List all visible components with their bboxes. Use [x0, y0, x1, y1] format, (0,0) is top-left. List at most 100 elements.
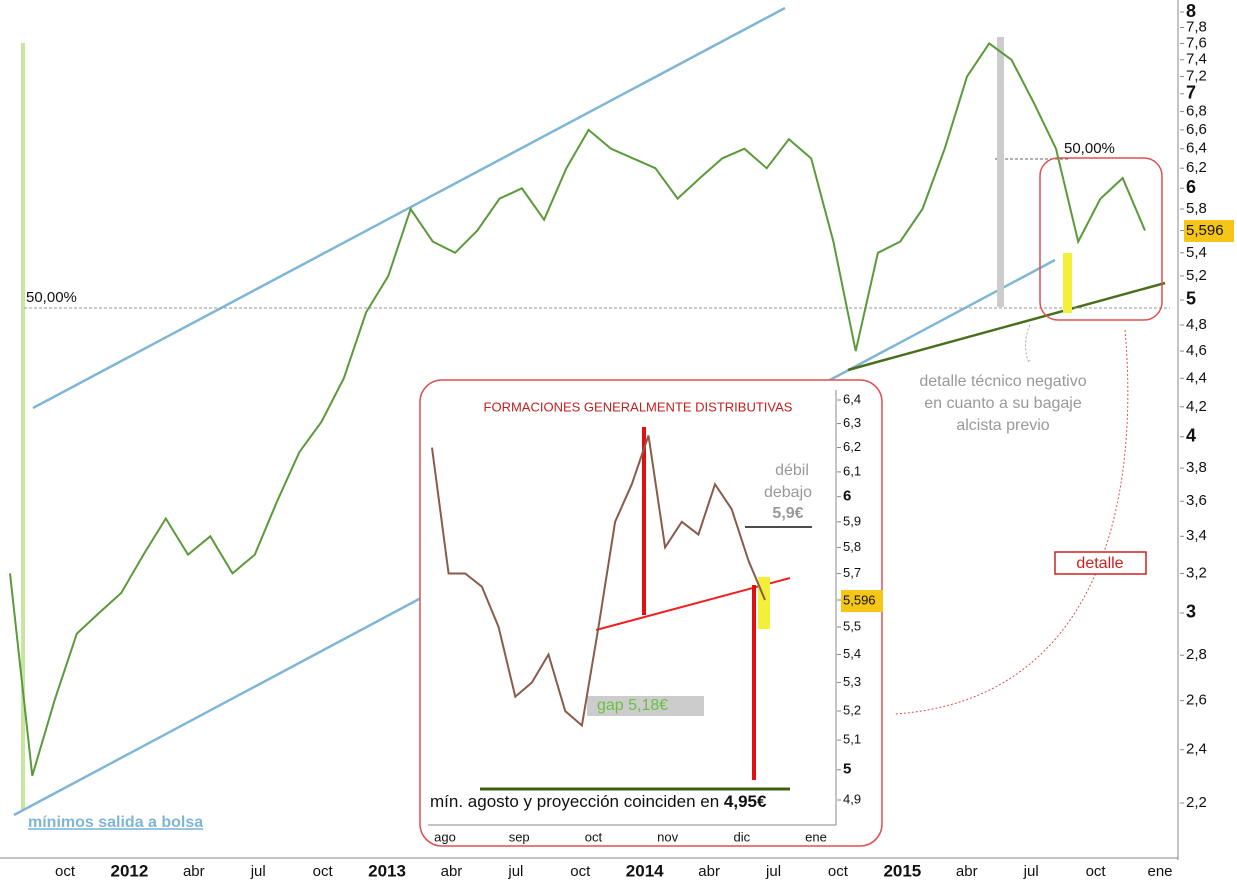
x-tick-label: abr — [698, 863, 720, 880]
channel-top — [32, 6, 786, 410]
x-tick-label: abr — [956, 863, 978, 880]
x-tick-label: oct — [828, 863, 849, 880]
y-tick-label: 6,2 — [843, 439, 861, 454]
main-plot: 2,2 2,4 2,6 2,8 3 3,2 3,4 3,6 3,8 4 4,2 4,4 4,6 4,8 5 5… — [9, 1, 1234, 880]
min-note-value: 4,95€ — [724, 792, 767, 811]
x-tick-label: ago — [434, 829, 456, 844]
y-tick-label: 4,9 — [843, 791, 861, 806]
y-tick-label: 2,2 — [1186, 794, 1207, 811]
last-value-box — [1184, 219, 1234, 242]
y-tick-label: 4,8 — [1186, 316, 1207, 333]
x-tick-label: dic — [733, 829, 750, 844]
x-tick-label: oct — [570, 863, 591, 880]
detail-label: detalle — [1076, 555, 1123, 572]
x-tick-label: oct — [1086, 863, 1107, 880]
y-tick-label: 2,4 — [1186, 741, 1207, 758]
y-tick-label: 6,1 — [843, 463, 861, 478]
y-tick-label: 6,4 — [1186, 140, 1207, 157]
y-tick-label: 4,2 — [1186, 398, 1207, 415]
y-tick-label: 6,3 — [843, 415, 861, 430]
y-tick-label: 7 — [1186, 83, 1196, 103]
note-line: alcista previo — [956, 417, 1049, 434]
y-tick-label: 8 — [1186, 1, 1196, 21]
y-tick-label: 5,3 — [843, 674, 861, 689]
y-tick-label: 5 — [1186, 289, 1196, 309]
last-value-label: 5,596 — [1186, 222, 1224, 239]
price-line — [431, 435, 766, 728]
y-tick-label: 7,4 — [1186, 51, 1207, 68]
x-tick-label: jul — [1023, 863, 1039, 880]
neckline — [595, 577, 791, 631]
y-tick-label: 5,8 — [843, 539, 861, 554]
y-tick-label: 6,2 — [1186, 159, 1207, 176]
x-tick-label: 2013 — [368, 861, 406, 880]
x-tick-label: jul — [507, 863, 523, 880]
y-tick-label: 7,2 — [1186, 68, 1207, 85]
y-tick-label: 4 — [1186, 425, 1196, 445]
y-tick-label: 5,4 — [843, 646, 861, 661]
ipo-label: mínimos salida a bolsa — [28, 814, 203, 831]
min-note: mín. agosto y proyección coinciden en 4,… — [430, 792, 767, 811]
highlight-bar — [1063, 253, 1072, 313]
last-value-box — [841, 590, 883, 613]
x-tick-label: 2015 — [883, 861, 921, 880]
x-tick-label: abr — [441, 863, 463, 880]
gap-label: gap 5,18€ — [597, 697, 668, 714]
fib-label: 50,00% — [1064, 140, 1115, 157]
y-tick-label: 4,6 — [1186, 342, 1207, 359]
detail-arrow — [894, 329, 1129, 715]
y-tick-label: 7,8 — [1186, 18, 1207, 35]
y-tick-label: 6,8 — [1186, 103, 1207, 120]
y-tick-label: 3,6 — [1186, 492, 1207, 509]
y-tick-label: 5,2 — [1186, 267, 1207, 284]
x-tick-label: abr — [183, 863, 205, 880]
y-tick-label: 5,9 — [843, 513, 861, 528]
x-tick-label: nov — [657, 829, 678, 844]
note-line: detalle técnico negativo — [919, 373, 1086, 390]
y-tick-label: 5 — [843, 761, 851, 778]
x-tick-label: jul — [250, 863, 266, 880]
x-tick-label: oct — [313, 863, 334, 880]
highlight-bar — [997, 37, 1004, 307]
y-tick-label: 4,4 — [1186, 369, 1207, 386]
y-tick-label: 3 — [1186, 602, 1196, 622]
y-tick-label: 7,6 — [1186, 34, 1207, 51]
x-tick-label: oct — [585, 829, 603, 844]
detail-tag — [1054, 551, 1147, 575]
y-tick-label: 6 — [843, 488, 851, 505]
weak-label: debajo — [764, 484, 812, 501]
x-tick-label: oct — [55, 863, 76, 880]
detail-box — [1039, 157, 1163, 321]
y-tick-label: 3,4 — [1186, 527, 1207, 544]
y-tick-label: 5,4 — [1186, 244, 1207, 261]
y-tick-label: 6,6 — [1186, 121, 1207, 138]
support-line — [847, 281, 1166, 372]
y-tick-label: 2,8 — [1186, 646, 1207, 663]
y-tick-label: 6 — [1186, 177, 1196, 197]
y-tick-label: 5,1 — [843, 732, 861, 747]
y-tick-label: 5,7 — [843, 565, 861, 580]
x-tick-label: 2012 — [110, 861, 148, 880]
x-tick-label: ene — [805, 829, 827, 844]
x-tick-label: ene — [1147, 863, 1172, 880]
inset-plot: 4,955,15,25,35,45,55,65,75,85,966,16,26,… — [431, 391, 883, 844]
y-tick-label: 5,5 — [843, 618, 861, 633]
y-tick-label: 3,2 — [1186, 564, 1207, 581]
gap-box — [587, 696, 704, 716]
highlight-bar — [758, 577, 770, 629]
weak-label: 5,9€ — [772, 505, 803, 522]
note-line: en cuanto a su bagaje — [924, 395, 1082, 412]
inset-frame — [419, 379, 883, 847]
last-value-label: 5,596 — [843, 593, 876, 608]
x-tick-label: sep — [509, 829, 530, 844]
y-tick-label: 5,8 — [1186, 200, 1207, 217]
y-tick-label: 3,8 — [1186, 459, 1207, 476]
note-arrow — [1025, 324, 1031, 363]
weak-label: débil — [775, 462, 809, 479]
inset-title: FORMACIONES GENERALMENTE DISTRIBUTIVAS — [484, 399, 793, 414]
x-tick-label: 2014 — [626, 861, 664, 880]
min-note-text: mín. agosto y proyección coinciden en — [430, 792, 719, 811]
y-tick-label: 5,2 — [843, 702, 861, 717]
